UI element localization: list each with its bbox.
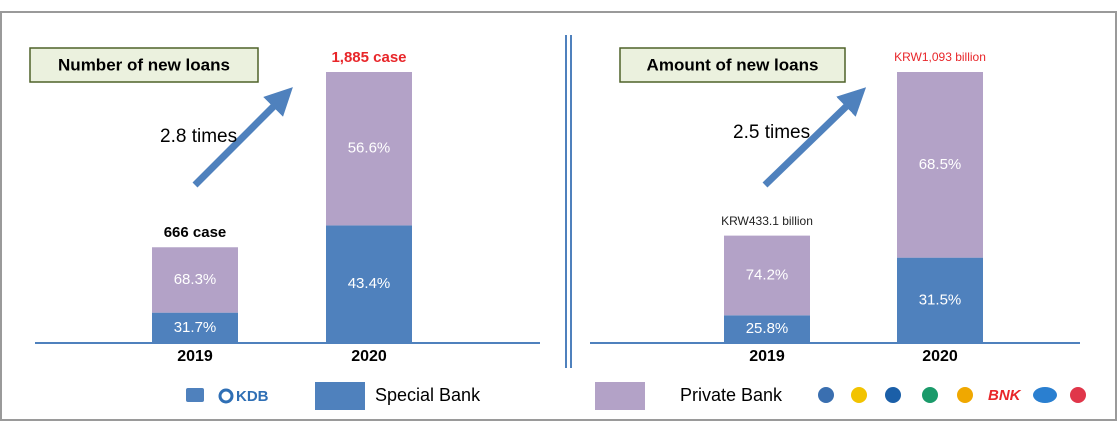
x-tick-label: 2020 xyxy=(351,348,387,365)
bar-segment xyxy=(897,257,983,343)
logo-text: KDB xyxy=(236,388,269,405)
total-label: KRW1,093 billion xyxy=(894,50,986,64)
logo-icon xyxy=(1033,387,1057,403)
legend: KDB Special Bank Private Bank BNK xyxy=(186,382,1086,410)
total-label: KRW433.1 billion xyxy=(721,214,813,228)
legend-label: Special Bank xyxy=(375,385,481,405)
annotation: 2.5 times xyxy=(733,122,810,143)
total-label: 666 case xyxy=(164,224,227,241)
bar-segment xyxy=(152,247,238,313)
legend-swatch xyxy=(595,382,645,410)
logo-icon xyxy=(957,387,973,403)
value-label: 68.5% xyxy=(919,156,962,173)
value-label: 25.8% xyxy=(746,320,789,337)
logo-icon xyxy=(218,388,234,404)
value-label: 74.2% xyxy=(746,266,789,283)
legend-swatch xyxy=(315,382,365,410)
bar-segment xyxy=(326,225,412,343)
value-label: 31.7% xyxy=(174,319,217,336)
logo-icon xyxy=(818,387,834,403)
bar-segment xyxy=(326,72,412,226)
logo-icon xyxy=(186,388,204,402)
logo-icon xyxy=(1070,387,1086,403)
logo-text: BNK xyxy=(988,387,1022,404)
total-label: 1,885 case xyxy=(331,49,406,66)
title-box xyxy=(29,47,259,83)
bar-segment xyxy=(724,235,810,316)
x-tick-label: 2019 xyxy=(177,348,213,365)
bar-segment xyxy=(897,72,983,258)
value-label: 68.3% xyxy=(174,271,217,288)
logo-icon xyxy=(851,387,867,403)
logo-icon xyxy=(885,387,901,403)
annotation: 2.8 times xyxy=(160,126,237,147)
chart-title: Number of new loans xyxy=(58,55,230,74)
x-tick-label: 2020 xyxy=(922,348,958,365)
value-label: 43.4% xyxy=(348,275,391,292)
value-label: 56.6% xyxy=(348,140,391,157)
value-label: 31.5% xyxy=(919,291,962,308)
legend-label: Private Bank xyxy=(680,385,783,405)
growth-arrow xyxy=(192,87,293,188)
bar-segment xyxy=(152,312,238,343)
growth-arrow xyxy=(762,87,867,188)
x-tick-label: 2019 xyxy=(749,348,785,365)
bar-segment xyxy=(724,315,810,343)
title-box xyxy=(619,47,846,83)
chart-title: Amount of new loans xyxy=(647,55,819,74)
logo-icon xyxy=(922,387,938,403)
